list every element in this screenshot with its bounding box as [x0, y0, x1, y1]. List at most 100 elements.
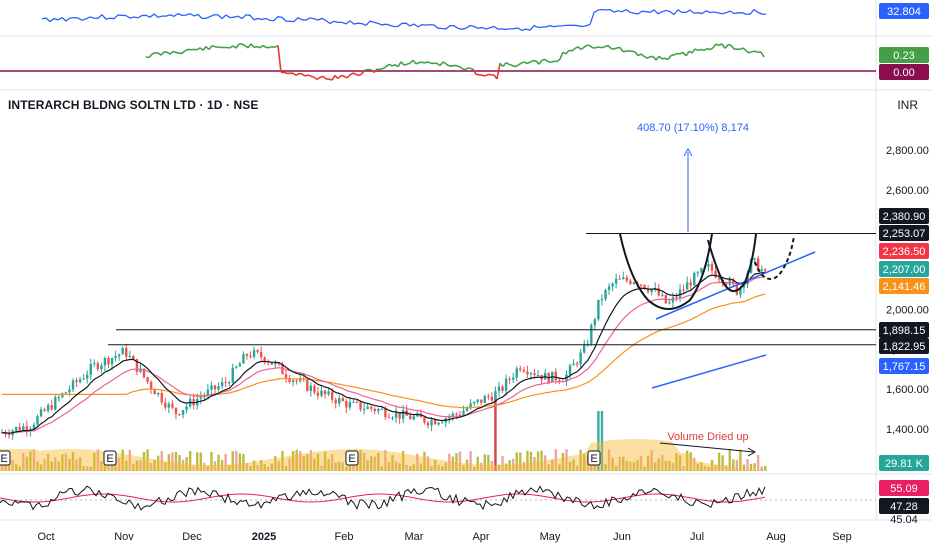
volume-bar	[128, 449, 131, 471]
candle-body	[504, 378, 508, 391]
volume-bar	[675, 453, 678, 471]
candle-body	[78, 379, 82, 383]
volume-bar	[256, 464, 259, 471]
osc-segment	[646, 56, 651, 59]
candle-body	[295, 380, 298, 382]
osc-segment	[574, 46, 579, 50]
candle-body	[110, 357, 114, 365]
osc-segment	[679, 51, 684, 55]
rsi-line	[0, 485, 766, 511]
volume-bar	[238, 453, 242, 471]
osc-segment	[364, 68, 369, 71]
candle-body	[46, 405, 50, 411]
volume-bar	[125, 460, 128, 471]
volume-bar	[36, 461, 39, 471]
osc-segment	[619, 47, 624, 53]
volume-bar	[543, 455, 547, 471]
candle-body	[231, 367, 234, 383]
top-indicator-panel	[41, 8, 766, 32]
earnings-marker	[587, 450, 601, 466]
volume-bar	[760, 466, 763, 471]
osc-segment	[715, 43, 720, 47]
volume-bar	[68, 459, 71, 471]
price-tag: 1,898.15	[883, 325, 926, 337]
candle-body	[618, 278, 621, 280]
candle-body	[259, 351, 263, 358]
candle-body	[568, 365, 572, 375]
volume-bar	[224, 453, 227, 471]
volume-bar	[426, 456, 430, 471]
osc-segment	[316, 76, 321, 81]
volume-bar	[306, 454, 309, 471]
time-tick-label: Dec	[182, 531, 202, 543]
time-tick-label: Aug	[766, 531, 786, 543]
price-tag-bg	[879, 243, 929, 259]
candle-body	[678, 289, 682, 298]
candle-body	[348, 402, 352, 408]
volume-bar	[167, 454, 171, 471]
candle-body	[639, 284, 643, 286]
candle-body	[401, 410, 405, 419]
time-axis: Oct Nov Dec 2025 Feb Mar Apr May Jun Jul Aug Sep	[37, 531, 851, 543]
osc-segment	[352, 72, 357, 76]
osc-segment	[496, 63, 501, 80]
volume-bar	[398, 463, 401, 471]
osc-segment	[550, 60, 555, 64]
volume-bar	[178, 455, 181, 471]
price-tag: 2,141.46	[883, 281, 926, 293]
candle-body	[490, 396, 494, 401]
volume-bar	[401, 450, 405, 471]
candle-body	[224, 382, 227, 384]
candle-body	[465, 408, 469, 411]
volume-bar	[604, 464, 607, 471]
candle-body	[455, 413, 458, 415]
volume-bar	[529, 451, 533, 471]
volume-bar	[678, 455, 682, 471]
candle-body	[334, 399, 337, 404]
volume-bar	[277, 460, 281, 471]
candle-body	[228, 382, 231, 384]
volume-bar	[504, 463, 508, 471]
osc-segment	[349, 72, 354, 76]
volume-bar	[164, 462, 167, 471]
candle-body	[469, 403, 472, 409]
candle-body	[217, 386, 220, 390]
osc-segment	[250, 43, 255, 48]
volume-bar	[490, 460, 494, 471]
volume-bar	[664, 460, 668, 471]
osc-segment	[589, 45, 594, 49]
candle-body	[50, 405, 53, 410]
osc-segment	[379, 67, 384, 71]
candle-body	[327, 391, 330, 395]
currency-label: INR	[897, 98, 918, 112]
osc-segment	[457, 65, 462, 69]
osc-segment	[229, 45, 234, 49]
osc-segment	[664, 57, 669, 61]
candle-body	[426, 422, 430, 426]
osc-segment	[157, 52, 162, 56]
price-candles	[0, 255, 767, 440]
candle-body	[281, 363, 284, 375]
candle-body	[171, 403, 174, 408]
volume-bar	[313, 458, 316, 471]
volume-bar	[728, 449, 731, 471]
candle-body	[338, 398, 341, 404]
osc-segment	[313, 76, 318, 81]
cup-curve	[619, 233, 713, 310]
candle-body	[149, 381, 153, 390]
earnings-marker-label: E	[0, 453, 7, 465]
volume-bar	[174, 451, 178, 471]
volume-bar	[370, 456, 373, 471]
candle-body	[512, 377, 515, 380]
osc-segment	[691, 48, 696, 54]
volume-bar	[366, 460, 369, 471]
osc-segment	[322, 75, 327, 80]
volume-bar	[689, 452, 692, 471]
price-tag-bg	[879, 261, 929, 277]
volume-bar	[668, 460, 671, 471]
candle-body	[476, 399, 479, 402]
osc-segment	[151, 52, 156, 55]
volume-bar	[235, 450, 238, 471]
osc-segment	[373, 68, 378, 73]
